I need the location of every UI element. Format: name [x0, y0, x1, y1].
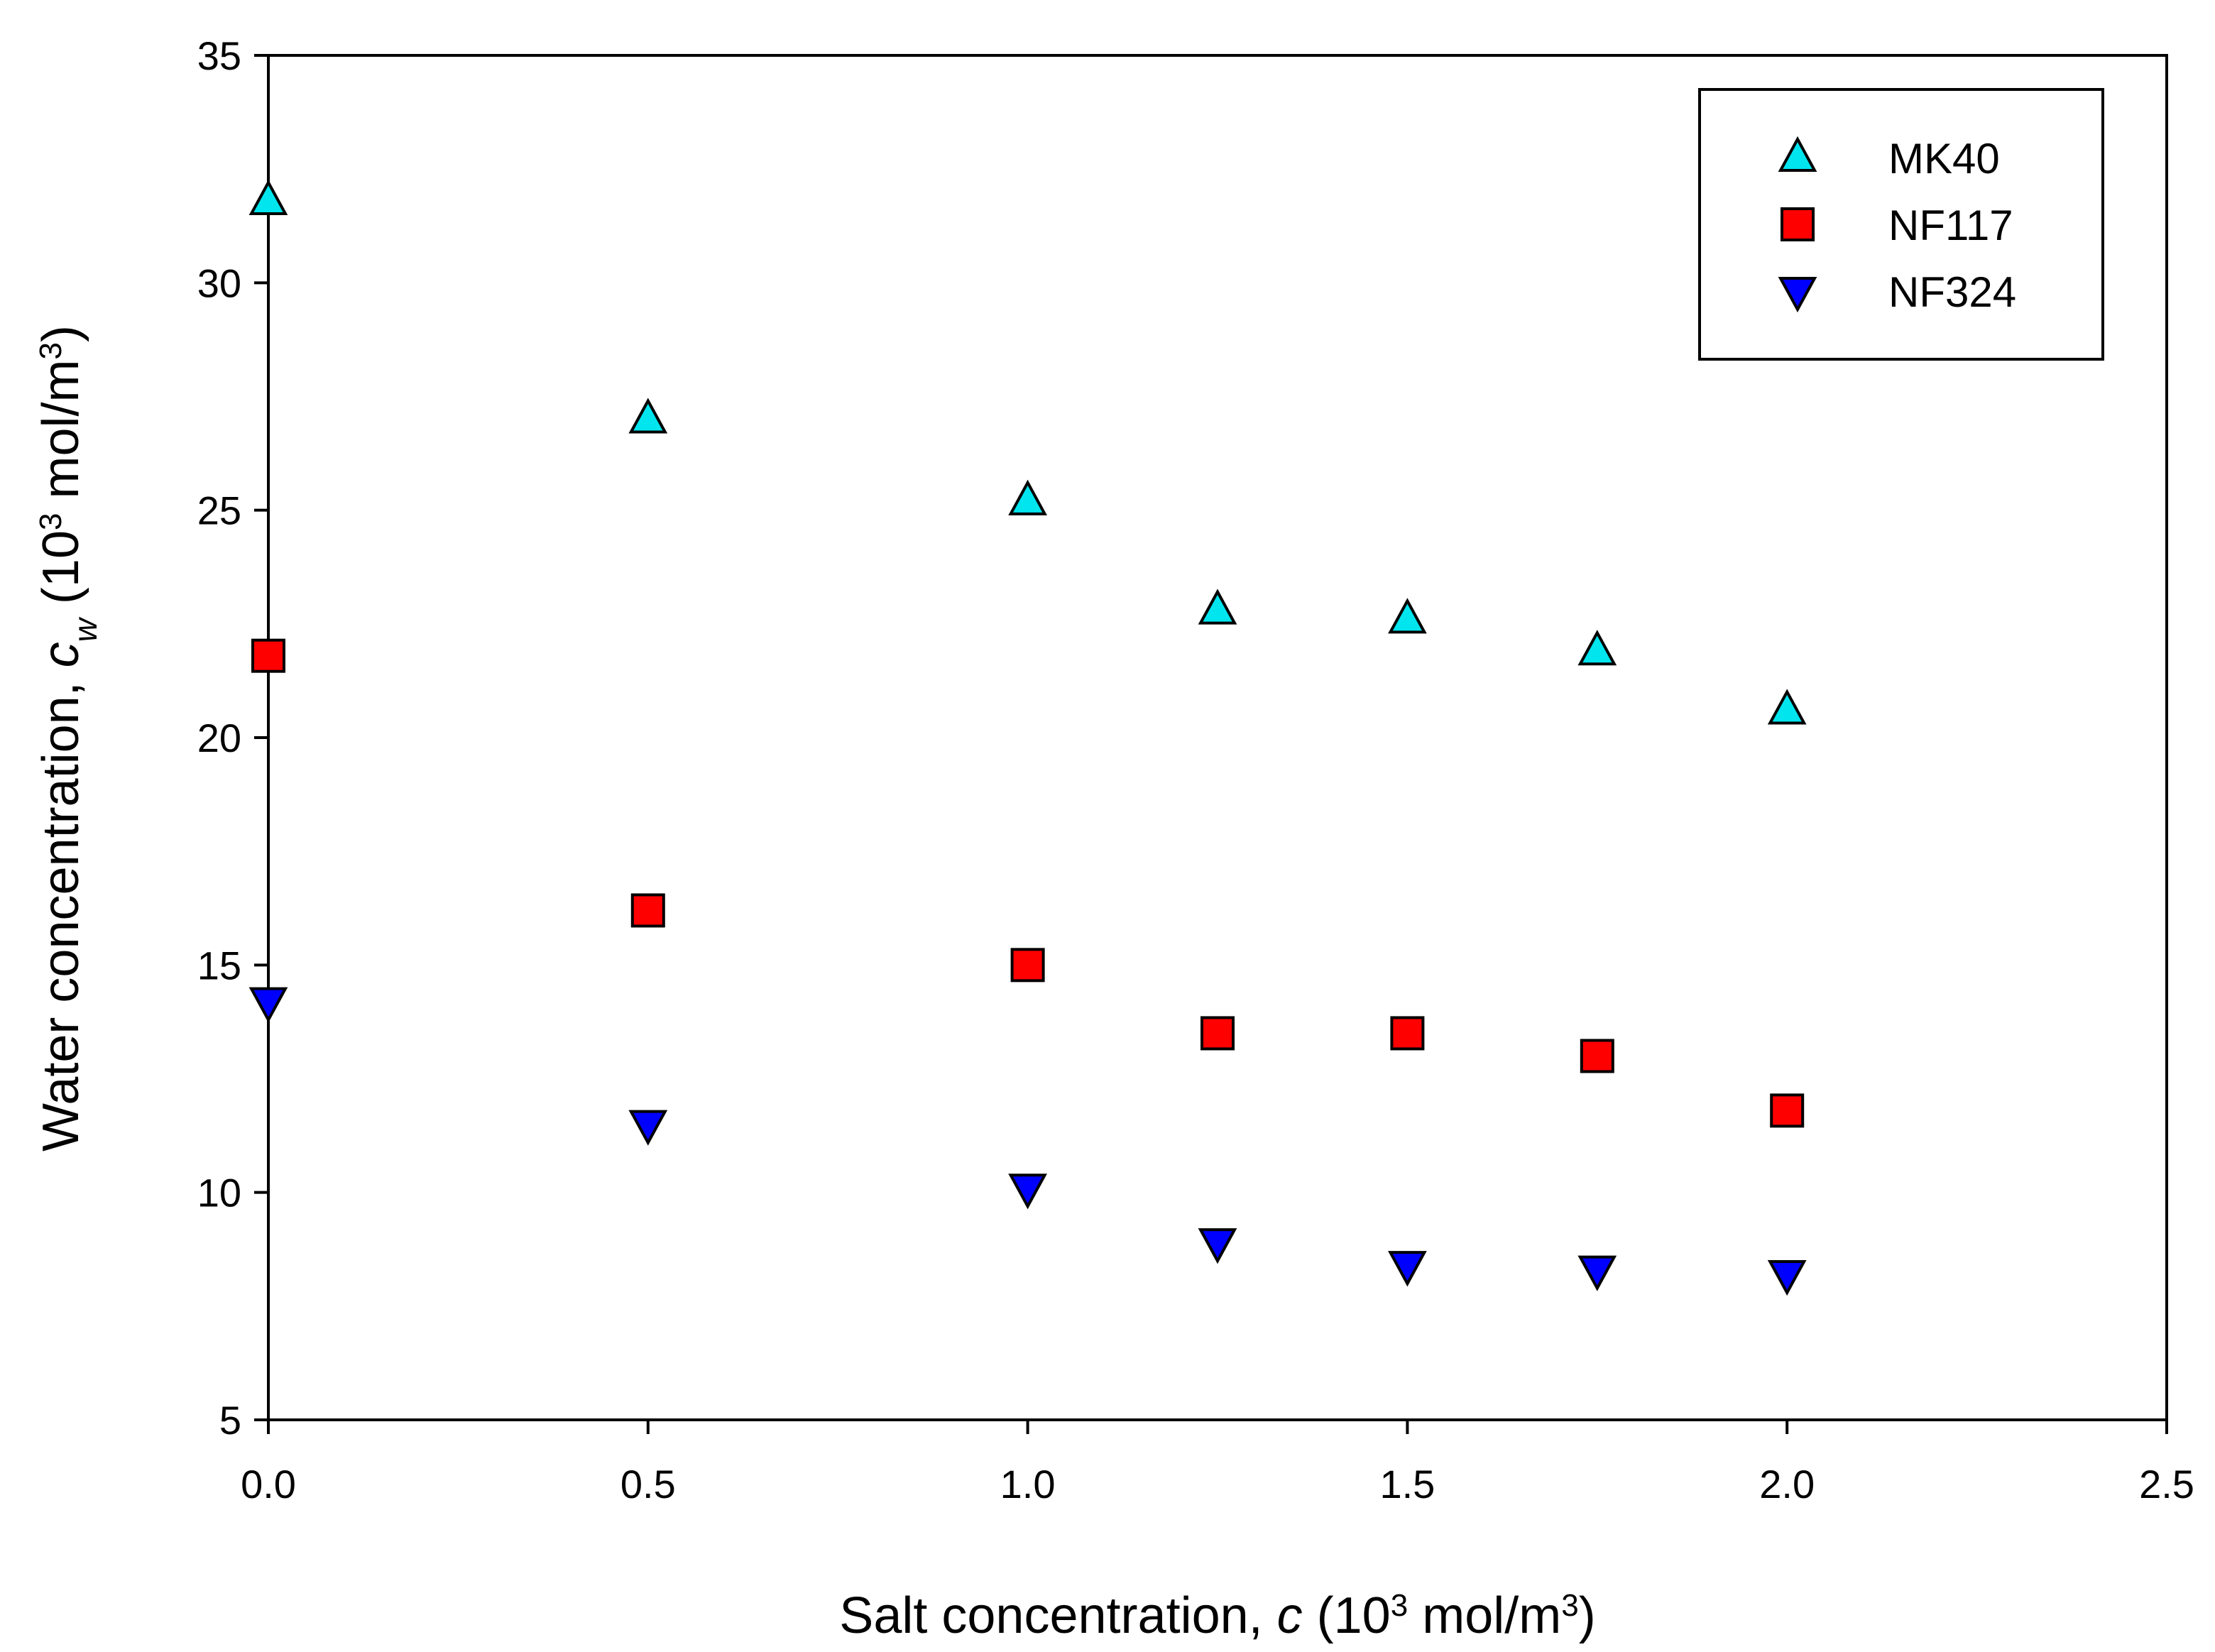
- data-point-nf117: [1390, 1016, 1425, 1051]
- data-markers: [248, 179, 1807, 1296]
- y-tick-label: 25: [197, 488, 241, 533]
- data-point-nf324: [628, 1110, 668, 1146]
- data-point-nf117: [251, 638, 285, 673]
- y-tick-label: 15: [197, 943, 241, 988]
- x-tick-label: 0.5: [620, 1462, 676, 1506]
- y-tick-label: 10: [197, 1171, 241, 1215]
- data-point-mk40: [1008, 479, 1047, 515]
- x-tick-label: 0.0: [241, 1462, 296, 1506]
- data-point-mk40: [1388, 598, 1427, 634]
- legend-box: [1698, 88, 2104, 361]
- y-tick-label: 30: [197, 261, 241, 305]
- data-point-mk40: [248, 179, 288, 216]
- legend-marker-nf324: [1778, 277, 1817, 313]
- data-point-nf324: [1388, 1251, 1427, 1287]
- y-tick-label: 35: [197, 33, 241, 78]
- x-tick-label: 1.5: [1379, 1462, 1435, 1506]
- x-tick-label: 2.5: [2139, 1462, 2194, 1506]
- data-point-mk40: [1577, 630, 1617, 666]
- axis-tick-labels: 0.0 0.5 1.0 1.5 2.0 2.5 5 10 15 20 25 30 35: [197, 33, 2194, 1506]
- legend: MK40 NF117 NF324: [1698, 88, 2104, 361]
- data-point-nf324: [248, 987, 288, 1023]
- data-point-nf324: [1008, 1174, 1047, 1210]
- data-point-nf117: [1770, 1093, 1805, 1128]
- legend-label-nf117: NF117: [1888, 202, 2013, 249]
- data-point-nf117: [630, 893, 665, 928]
- x-tick-label: 2.0: [1759, 1462, 1815, 1506]
- data-point-nf324: [1577, 1255, 1617, 1291]
- data-point-mk40: [628, 398, 668, 434]
- legend-marker-mk40: [1778, 136, 1817, 172]
- data-point-nf117: [1201, 1016, 1235, 1051]
- axis-ticks: [254, 54, 2168, 1434]
- data-point-nf324: [1198, 1228, 1237, 1264]
- legend-items: [1778, 136, 1817, 313]
- data-point-nf117: [1580, 1039, 1614, 1073]
- legend-label-nf324: NF324: [1888, 268, 2016, 316]
- data-point-nf117: [1010, 948, 1045, 983]
- data-point-nf324: [1767, 1259, 1807, 1296]
- data-point-mk40: [1198, 589, 1237, 625]
- y-tick-label: 5: [219, 1398, 241, 1443]
- x-axis-title: Salt concentration, c (103 mol/m3): [839, 1587, 1595, 1644]
- y-tick-label: 20: [197, 716, 241, 760]
- y-axis-title: Water concentration, cw (103 mol/m3): [33, 325, 104, 1152]
- legend-label-mk40: MK40: [1888, 135, 2000, 182]
- x-tick-label: 1.0: [1000, 1462, 1056, 1506]
- legend-marker-nf117: [1781, 207, 1815, 241]
- data-point-mk40: [1767, 689, 1807, 725]
